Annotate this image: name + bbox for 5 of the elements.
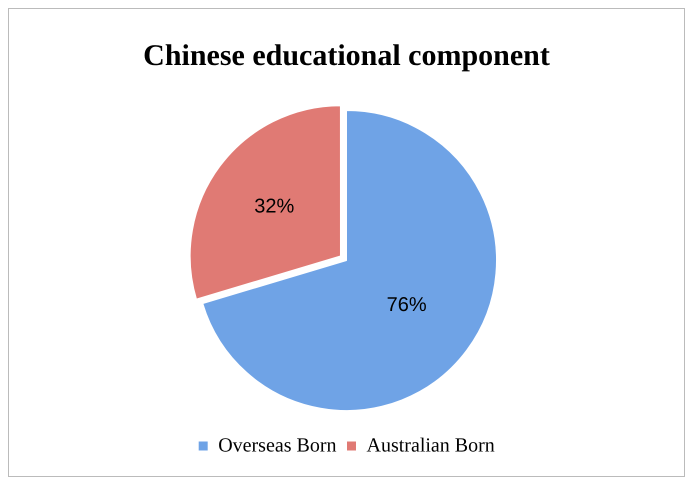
data-label: 32% xyxy=(254,195,295,218)
legend-label: Australian Born xyxy=(366,434,495,456)
data-label: 76% xyxy=(386,294,427,316)
chart-title: Chinese educational component xyxy=(143,38,550,72)
legend-label: Overseas Born xyxy=(218,434,337,456)
